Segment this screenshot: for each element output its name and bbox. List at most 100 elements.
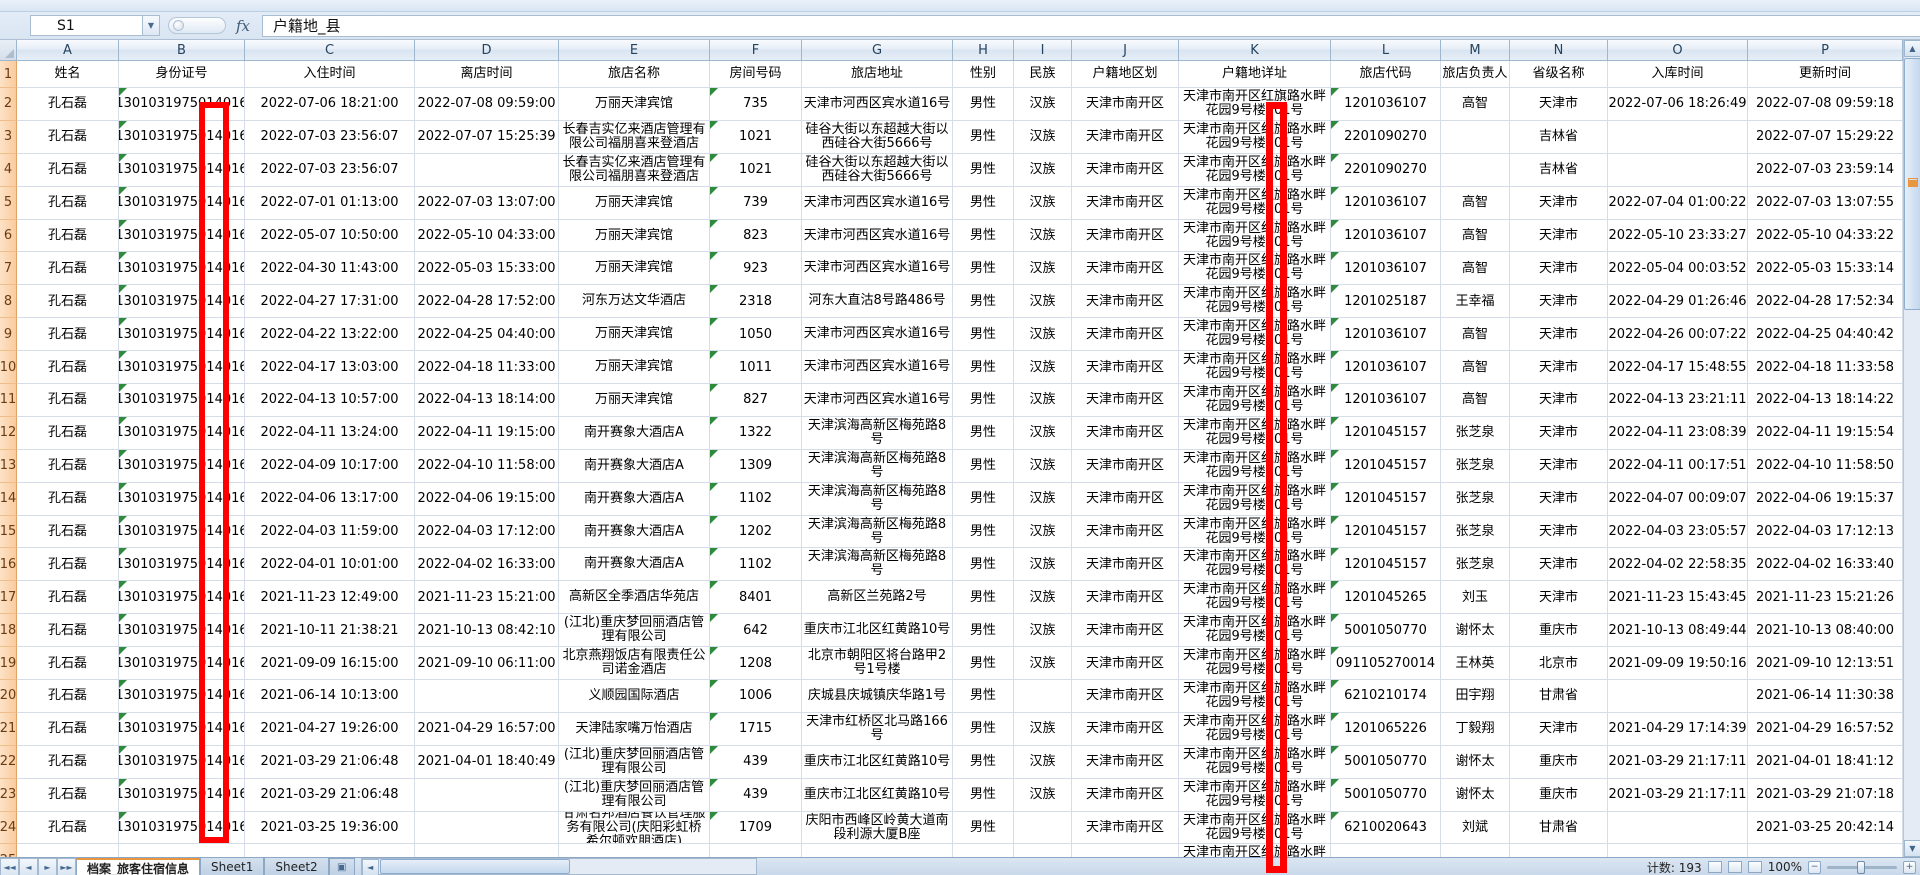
field-header-name[interactable]: 姓名 (17, 61, 119, 88)
column-header-N[interactable]: N (1510, 40, 1608, 61)
cell-hotel-address[interactable]: 硅谷大街以东超越大街以西硅谷大街5666号 (802, 120, 953, 154)
cell-hotel[interactable]: 长春吉实亿来酒店管理有限公司福朋喜来登酒店 (559, 120, 710, 154)
row-header[interactable]: 10 (0, 351, 17, 385)
cell-stored-at[interactable]: 2022-04-17 15:48:55 (1608, 351, 1748, 385)
cell-stored-at[interactable]: 2022-04-13 23:21:11 (1608, 384, 1748, 417)
cell-stored-at[interactable]: 2022-07-06 18:26:49 (1608, 88, 1748, 121)
cell-home-address[interactable]: 天津市南开区红旗路水畔 花园9号楼101号 (1179, 252, 1331, 286)
field-header-hotel-address[interactable]: 旅店地址 (802, 61, 953, 88)
cell-province[interactable]: 天津市 (1510, 285, 1608, 319)
column-header-B[interactable]: B (119, 40, 245, 61)
field-header-updated-at[interactable]: 更新时间 (1748, 61, 1903, 88)
cell-gender[interactable]: 男性 (953, 153, 1014, 187)
cell-updated-at[interactable]: 2022-04-02 16:33:40 (1748, 548, 1903, 582)
cell-region[interactable]: 天津市南开区 (1072, 285, 1179, 319)
cell-region[interactable]: 天津市南开区 (1072, 614, 1179, 648)
cell-hotel-code[interactable]: 2201090270 (1331, 120, 1441, 154)
cell-stored-at[interactable]: 2022-04-29 01:26:46 (1608, 285, 1748, 319)
cell-checkin[interactable]: 2021-10-11 21:38:21 (245, 614, 415, 648)
cell-home-address[interactable]: 天津市南开区红旗路水畔 花园9号楼101号 (1179, 153, 1331, 187)
cell-hotel-address[interactable]: 天津市河西区宾水道16号 (802, 384, 953, 417)
field-header-region[interactable]: 户籍地区划 (1072, 61, 1179, 88)
cell-ethnicity[interactable]: 汉族 (1014, 614, 1072, 648)
row-header[interactable]: 16 (0, 548, 17, 582)
cell-ethnicity[interactable]: 汉族 (1014, 416, 1072, 450)
cell-name[interactable]: 孔石磊 (17, 778, 119, 812)
cell-updated-at[interactable]: 2022-04-13 18:14:22 (1748, 384, 1903, 417)
cell-gender[interactable]: 男性 (953, 614, 1014, 648)
cell-hotel-code[interactable] (1331, 844, 1441, 857)
cell-hotel[interactable]: 南开赛象大酒店A (559, 449, 710, 483)
cell-stored-at[interactable]: 2021-09-09 19:50:16 (1608, 647, 1748, 681)
cell-province[interactable]: 甘肃省 (1510, 811, 1608, 845)
cell-name[interactable]: 孔石磊 (17, 680, 119, 713)
cell-checkin[interactable]: 2021-03-29 21:06:48 (245, 745, 415, 779)
cell-gender[interactable]: 男性 (953, 384, 1014, 417)
field-header-stored-at[interactable]: 入库时间 (1608, 61, 1748, 88)
field-header-checkout[interactable]: 离店时间 (415, 61, 559, 88)
cell-stored-at[interactable]: 2022-04-11 00:17:51 (1608, 449, 1748, 483)
row-header[interactable]: 4 (0, 153, 17, 187)
row-header[interactable]: 9 (0, 318, 17, 352)
cell-gender[interactable]: 男性 (953, 548, 1014, 582)
cell-manager[interactable]: 高智 (1441, 252, 1510, 286)
cell-checkout[interactable]: 2021-04-01 18:40:49 (415, 745, 559, 779)
cell-hotel-code[interactable]: 1201065226 (1331, 712, 1441, 746)
cell-manager[interactable]: 谢怀太 (1441, 778, 1510, 812)
cell-home-address[interactable]: 天津市南开区红旗路水畔 花园9号楼101号 (1179, 647, 1331, 681)
cell-room[interactable]: 1709 (710, 811, 802, 845)
cell-checkout[interactable] (415, 811, 559, 845)
next-sheet-icon[interactable]: ► (38, 858, 57, 875)
cell-region[interactable]: 天津市南开区 (1072, 384, 1179, 417)
cell-hotel-code[interactable]: 1201045157 (1331, 449, 1441, 483)
cell-checkout[interactable]: 2022-07-07 15:25:39 (415, 120, 559, 154)
cell-province[interactable]: 天津市 (1510, 186, 1608, 220)
cell-checkout[interactable]: 2022-04-25 04:40:00 (415, 318, 559, 352)
cell-home-address[interactable]: 天津市南开区红旗路水畔 花园9号楼101号 (1179, 449, 1331, 483)
cell-checkin[interactable]: 2022-07-03 23:56:07 (245, 153, 415, 187)
cell-manager[interactable]: 王幸福 (1441, 285, 1510, 319)
first-sheet-icon[interactable]: ◄◄ (0, 858, 19, 875)
cell-ethnicity[interactable]: 汉族 (1014, 449, 1072, 483)
cell-home-address[interactable]: 天津市南开区红旗路水畔 花园9号楼101号 (1179, 351, 1331, 385)
cell-region[interactable]: 天津市南开区 (1072, 252, 1179, 286)
cell-hotel-address[interactable]: 天津市河西区宾水道16号 (802, 351, 953, 385)
cell-hotel[interactable]: 万丽天津宾馆 (559, 318, 710, 352)
cell-province[interactable]: 吉林省 (1510, 120, 1608, 154)
column-header-O[interactable]: O (1608, 40, 1748, 61)
cell-province[interactable]: 天津市 (1510, 88, 1608, 121)
cell-room[interactable]: 1202 (710, 515, 802, 549)
row-header[interactable]: 15 (0, 515, 17, 549)
select-all-corner[interactable] (0, 40, 17, 61)
cell-home-address[interactable]: 天津市南开区红旗路水畔 花园9号楼101号 (1179, 88, 1331, 121)
cell-manager[interactable]: 谢怀太 (1441, 745, 1510, 779)
cell-manager[interactable]: 田宇翔 (1441, 680, 1510, 713)
cell-checkout[interactable]: 2022-04-02 16:33:00 (415, 548, 559, 582)
cell-region[interactable]: 天津市南开区 (1072, 88, 1179, 121)
cell-hotel[interactable]: 万丽天津宾馆 (559, 219, 710, 253)
cell-ethnicity[interactable]: 汉族 (1014, 548, 1072, 582)
cell-home-address[interactable]: 天津市南开区红旗路水畔 花园9号楼101号 (1179, 680, 1331, 713)
row-header[interactable]: 1 (0, 61, 17, 88)
cell-home-address[interactable]: 天津市南开区红旗路水畔 花园9号楼101号 (1179, 712, 1331, 746)
cell-province[interactable]: 北京市 (1510, 647, 1608, 681)
cell-ethnicity[interactable] (1014, 844, 1072, 857)
cell-province[interactable]: 天津市 (1510, 219, 1608, 253)
sheet-tab-sheet1[interactable]: Sheet1 (200, 858, 265, 875)
cell-home-address[interactable]: 天津市南开区红旗路水畔 花园9号楼101号 (1179, 285, 1331, 319)
column-header-J[interactable]: J (1072, 40, 1179, 61)
cell-hotel[interactable]: 南开赛象大酒店A (559, 482, 710, 516)
cell-room[interactable]: 735 (710, 88, 802, 121)
cell-home-address[interactable]: 天津市南开区红旗路水畔 花园9号楼101号 (1179, 548, 1331, 582)
cell-hotel[interactable]: 万丽天津宾馆 (559, 252, 710, 286)
cell-province[interactable]: 重庆市 (1510, 778, 1608, 812)
cell-region[interactable] (1072, 844, 1179, 857)
name-box-dropdown-icon[interactable]: ▼ (142, 15, 160, 36)
insert-function-icon[interactable]: fx (236, 16, 251, 35)
cell-updated-at[interactable]: 2022-07-08 09:59:18 (1748, 88, 1903, 121)
cell-region[interactable]: 天津市南开区 (1072, 482, 1179, 516)
cell-updated-at[interactable]: 2022-05-10 04:33:22 (1748, 219, 1903, 253)
cell-hotel[interactable]: 天津陆家嘴万怡酒店 (559, 712, 710, 746)
cell-province[interactable]: 天津市 (1510, 712, 1608, 746)
column-header-E[interactable]: E (559, 40, 710, 61)
